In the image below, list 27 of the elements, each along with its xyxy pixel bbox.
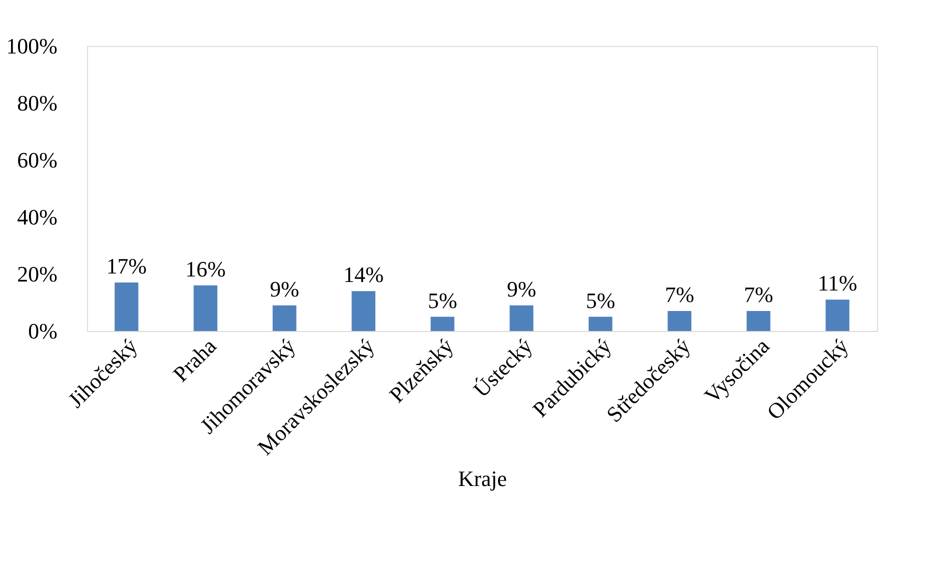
y-tick-label: 40% <box>17 204 58 230</box>
y-tick-label: 100% <box>6 34 58 58</box>
bar <box>826 300 850 331</box>
bar <box>114 282 138 331</box>
y-tick-label: 60% <box>17 148 58 172</box>
bar <box>746 311 770 331</box>
x-axis-title: Kraje <box>458 466 507 492</box>
data-label: 9% <box>270 276 300 302</box>
data-label: 17% <box>106 254 147 279</box>
bar <box>194 285 218 331</box>
data-label: 16% <box>185 256 226 282</box>
data-label: 7% <box>744 282 774 308</box>
data-label: 9% <box>506 276 536 302</box>
bar <box>510 305 534 331</box>
bar <box>352 291 376 331</box>
data-label: 14% <box>343 262 384 288</box>
y-tick-label: 0% <box>28 318 58 344</box>
bar <box>272 305 296 331</box>
data-label: 7% <box>664 282 694 308</box>
data-label: 5% <box>586 288 616 313</box>
data-label: 11% <box>818 270 858 296</box>
y-tick-label: 20% <box>17 262 58 286</box>
bar <box>668 311 692 331</box>
bar <box>430 316 454 331</box>
data-label: 5% <box>428 288 458 313</box>
bar <box>588 316 612 331</box>
y-tick-label: 80% <box>17 90 58 116</box>
